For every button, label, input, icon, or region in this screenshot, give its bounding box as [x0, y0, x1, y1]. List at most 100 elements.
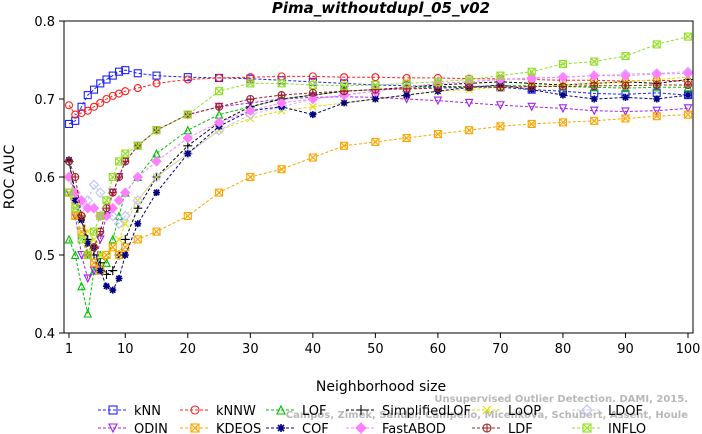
point-lof — [652, 82, 662, 92]
point-lof — [183, 125, 193, 135]
legend-item-odin: ODIN — [98, 422, 168, 434]
point-ldf — [465, 83, 474, 92]
point-knnw — [402, 73, 411, 82]
point-ldf — [277, 91, 286, 100]
point-fastabod — [245, 105, 256, 116]
point-knn — [152, 71, 161, 80]
point-knn — [77, 102, 86, 111]
x-tick-label: 70 — [492, 342, 509, 357]
point-ldf — [558, 82, 567, 91]
point-loop — [308, 102, 317, 111]
legend: kNN kNNW LOF SimplifiedLOF LoOP LDOF ODIN KDEOS… — [98, 404, 646, 434]
x-tick-label: 1 — [65, 342, 73, 357]
point-lof — [83, 308, 93, 318]
point-cof — [103, 282, 111, 290]
point-cof — [340, 99, 348, 107]
legend-item-lof: LOF — [266, 404, 327, 419]
point-inflo — [308, 80, 317, 90]
point-knnw — [340, 73, 349, 82]
y-tick-label: 0.7 — [34, 93, 55, 108]
x-tick-label: 80 — [555, 342, 572, 357]
legend-marker-odin — [108, 423, 118, 434]
series-kdeos — [64, 110, 693, 275]
point-kdeos — [121, 243, 130, 252]
point-lof — [64, 234, 74, 244]
legend-item-knnw: kNNW — [180, 404, 256, 419]
x-tick-label: 100 — [676, 342, 701, 357]
point-inflo — [133, 141, 142, 150]
legend-label-knnw: kNNW — [216, 404, 256, 419]
point-knnw — [152, 79, 161, 88]
legend-label-lof: LOF — [302, 404, 327, 419]
legend-label-ldof: LDOF — [608, 404, 643, 419]
legend-item-ldof: LDOF — [572, 404, 643, 419]
legend-marker-cof — [277, 424, 285, 432]
point-inflo — [496, 71, 505, 80]
series-line-knn — [68, 69, 689, 125]
point-kdeos — [465, 126, 474, 135]
point-ldof — [151, 171, 162, 183]
point-inflo — [102, 196, 111, 205]
point-fastabod — [588, 70, 600, 81]
point-inflo — [371, 80, 380, 90]
point-kdeos — [246, 172, 255, 182]
legend-label-simplifiedlof: SimplifiedLOF — [382, 404, 471, 419]
point-inflo — [89, 227, 99, 236]
legend-item-loop: LoOP — [472, 404, 541, 419]
point-knnw — [96, 98, 105, 107]
point-knnw — [246, 73, 255, 82]
point-ldof — [276, 101, 287, 113]
x-tick-label: 20 — [180, 342, 197, 357]
x-tick-label: 90 — [617, 342, 634, 357]
legend-label-odin: ODIN — [134, 422, 168, 434]
point-lof — [108, 234, 118, 244]
point-knnw — [102, 94, 111, 104]
point-knn — [71, 116, 80, 125]
point-cof — [153, 189, 161, 197]
point-inflo — [71, 204, 80, 213]
point-inflo — [558, 59, 567, 68]
legend-item-fastabod: FastABOD — [346, 422, 446, 434]
point-kdeos — [527, 119, 536, 129]
point-lof — [683, 82, 693, 92]
point-ldof — [119, 210, 131, 222]
legend-item-simplifiedlof: SimplifiedLOF — [346, 404, 471, 419]
watermark-line-2: Campos, Zimek, Sander, Campello, Micenko… — [286, 410, 688, 421]
point-odin — [652, 106, 662, 116]
point-fastabod — [119, 187, 131, 198]
point-inflo — [215, 87, 224, 96]
point-kdeos — [402, 133, 411, 143]
point-ldf — [89, 243, 99, 252]
point-inflo — [121, 149, 130, 158]
point-ldf — [108, 188, 117, 197]
legend-item-ldf: LDF — [472, 422, 533, 434]
point-kdeos — [652, 112, 661, 121]
point-knn — [183, 73, 192, 82]
y-tick-label: 0.6 — [34, 171, 55, 186]
legend-marker-fastabod — [355, 422, 367, 434]
point-knn — [83, 91, 92, 100]
point-cof — [403, 91, 411, 99]
legend-marker-lof — [276, 404, 286, 415]
point-fastabod — [682, 67, 694, 79]
point-lof — [70, 250, 80, 260]
point-inflo — [683, 32, 693, 41]
point-knnw — [89, 102, 99, 111]
point-knnw — [121, 87, 130, 96]
series-ldf — [64, 80, 693, 260]
y-axis-label: ROC AUC — [2, 144, 18, 209]
point-inflo — [183, 110, 192, 119]
legend-label-ldf: LDF — [508, 422, 533, 434]
point-inflo — [402, 79, 411, 88]
point-fastabod — [276, 97, 287, 109]
point-ldf — [402, 84, 411, 93]
point-lof — [214, 109, 224, 119]
point-cof — [371, 95, 379, 103]
point-inflo — [64, 188, 74, 197]
point-fastabod — [620, 70, 631, 81]
point-kdeos — [89, 258, 99, 267]
point-loop — [115, 235, 123, 244]
point-ldf — [683, 80, 693, 90]
point-kdeos — [558, 118, 567, 127]
